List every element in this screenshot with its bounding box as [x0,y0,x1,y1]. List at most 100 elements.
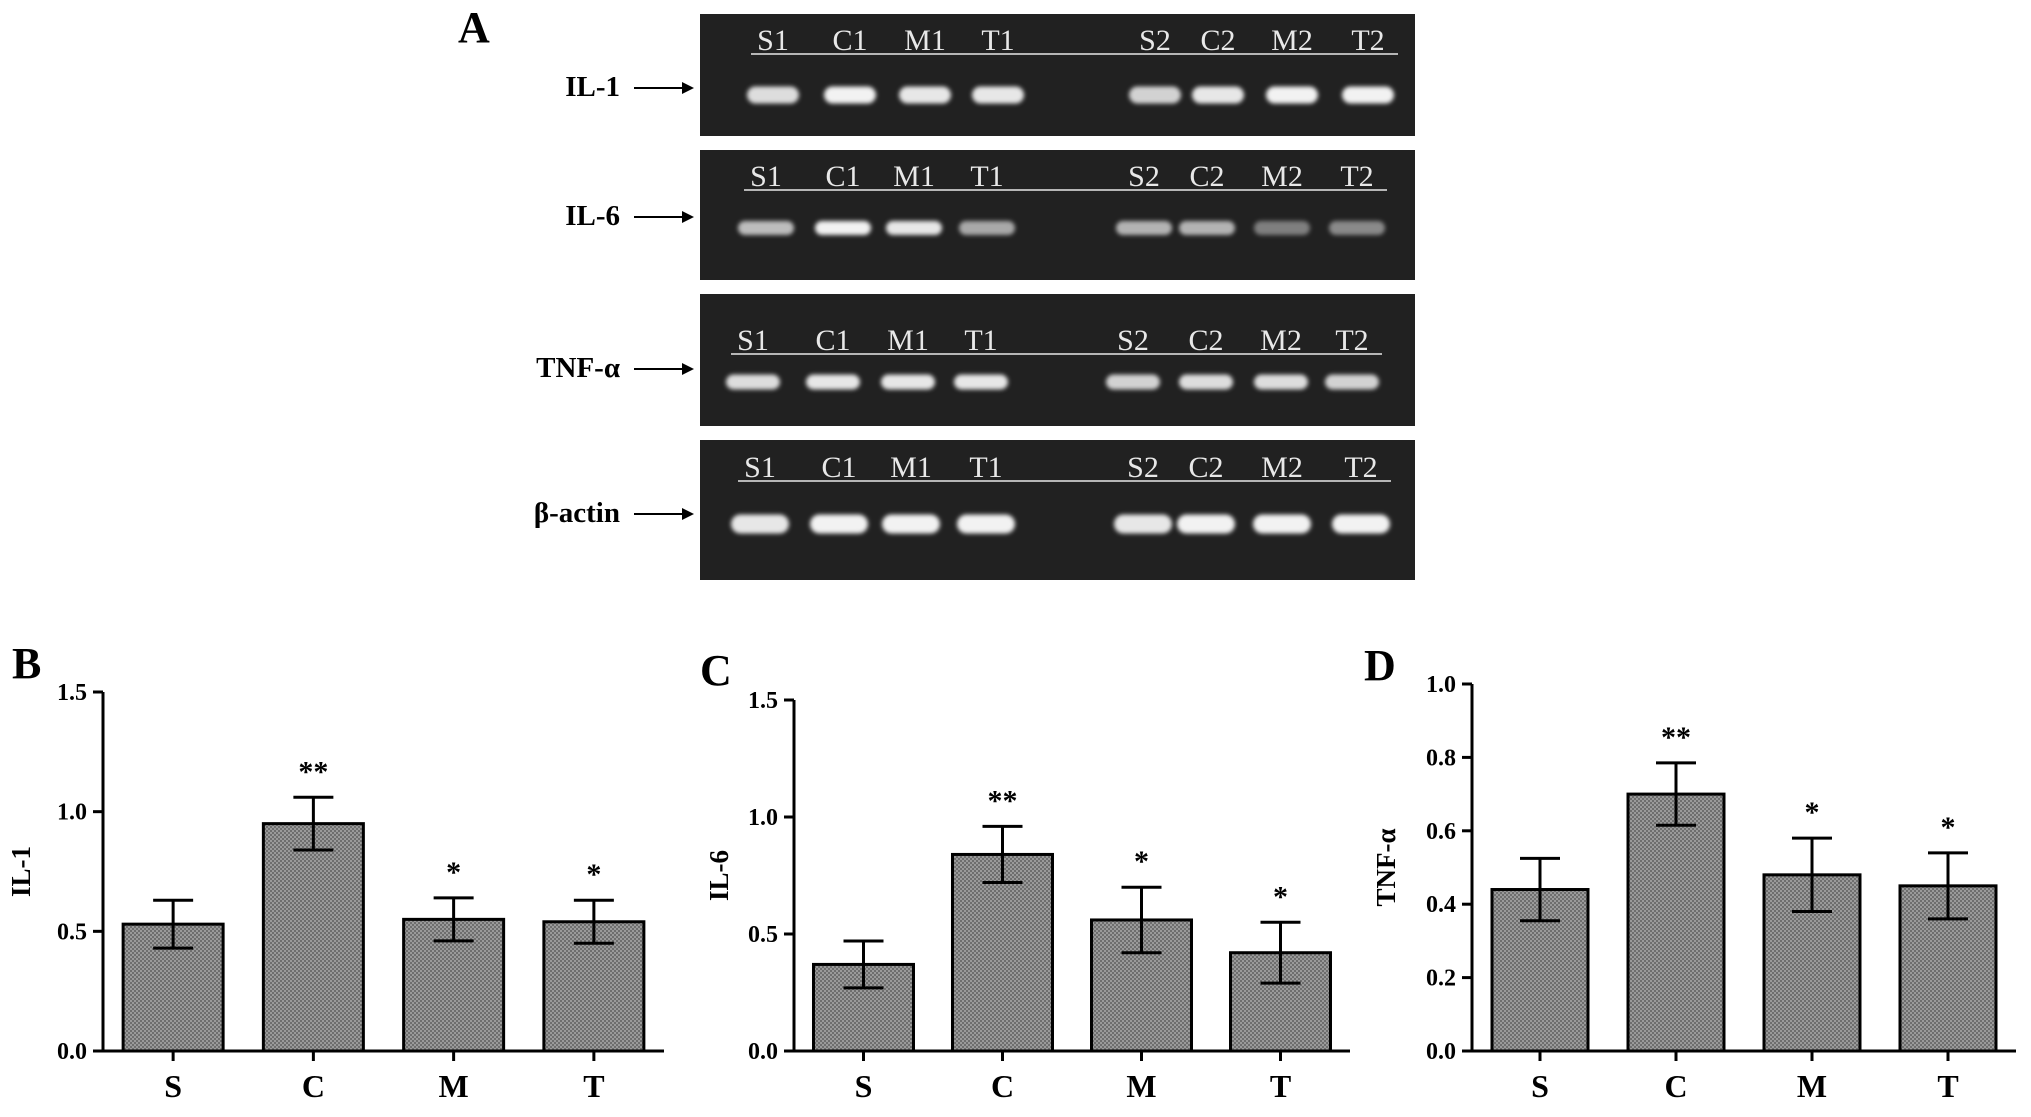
category-label: T [1937,1068,1958,1104]
lane-label: C2 [1189,160,1224,193]
y-tick-label: 1.5 [748,688,778,714]
gel-band [815,221,871,235]
gel-2: TNF-α S1 C1 M1 T1 S2 C2 M2 T2 [536,294,1415,426]
lane-label: M1 [904,24,946,57]
lane-label: T2 [1351,24,1384,57]
gel-band [726,374,780,390]
significance-marker: * [1941,811,1956,844]
y-tick-label: 0.0 [1426,1039,1456,1065]
category-label: T [583,1068,604,1104]
category-label: S [1531,1068,1549,1104]
y-tick-label: 0.0 [748,1039,778,1065]
gel-band [972,86,1024,104]
gel-band [1266,86,1318,104]
y-axis-label: IL-6 [704,850,734,901]
lane-label: C1 [815,324,850,357]
chart-d: D TNF-α 0.0 0.2 0.4 0.6 0.8 1.0 S ** C * M * T [1364,641,2016,1104]
panel-letter-a: A [458,3,490,52]
lane-label: S2 [1128,160,1160,193]
gel-band [1116,221,1172,235]
category-label: S [164,1068,182,1104]
category-label: S [855,1068,873,1104]
y-tick-label: 0.5 [57,919,87,945]
y-tick-label: 0.2 [1426,966,1456,992]
lane-label: S1 [737,324,769,357]
gel-band [824,86,876,104]
gel-band [1342,86,1394,104]
arrow-icon [682,82,694,94]
lane-label: T1 [969,451,1002,484]
gel-haze [700,294,1415,426]
significance-marker: * [446,856,461,889]
lane-label: M2 [1260,324,1302,357]
y-axis-label: TNF-α [1371,828,1401,906]
significance-marker: ** [988,784,1018,817]
lane-label: C2 [1188,324,1223,357]
y-axis-label: IL-1 [6,846,36,897]
category-label: C [1664,1068,1687,1104]
lane-label: S2 [1139,24,1171,57]
gel-band [1192,86,1244,104]
lane-label: M2 [1261,160,1303,193]
significance-marker: * [1273,880,1288,913]
arrow-icon [682,211,694,223]
lane-label: T1 [981,24,1014,57]
panel-letter-d: D [1364,641,1396,690]
panel-letter-b: B [12,639,41,688]
gel-band [731,514,789,534]
lane-label: S2 [1127,451,1159,484]
lane-label: S1 [757,24,789,57]
significance-marker: ** [298,755,328,788]
gel-band [959,221,1015,235]
lane-label: M2 [1271,24,1313,57]
lane-label: C1 [821,451,856,484]
y-tick-label: 0.5 [748,922,778,948]
gel-1: IL-6 S1 C1 M1 T1 S2 C2 M2 T2 [565,150,1415,280]
lane-label: C1 [832,24,867,57]
bar [1626,792,1726,1053]
significance-marker: ** [1661,721,1691,754]
lane-label: T1 [970,160,1003,193]
y-tick-label: 0.0 [57,1039,87,1065]
chart-b: B IL-1 0.0 0.5 1.0 1.5 S ** C * M * T [6,639,664,1104]
gel-band [1325,374,1379,390]
bar [951,852,1054,1053]
gel-label: β-actin [534,497,620,529]
lane-label: T2 [1335,324,1368,357]
gel-band [957,514,1015,534]
gel-band [1329,221,1385,235]
category-label: T [1270,1068,1291,1104]
significance-marker: * [1805,796,1820,829]
significance-marker: * [1134,845,1149,878]
gel-band [1179,374,1233,390]
lane-label: M1 [890,451,932,484]
gel-band [882,514,940,534]
gel-label: TNF-α [536,352,620,384]
bar-charts: BIL-10.00.51.01.5S**C*M*TCIL-60.00.51.01… [6,639,2016,1104]
gel-band [899,86,951,104]
lane-label: T2 [1340,160,1373,193]
lane-label: S1 [750,160,782,193]
gel-0: IL-1 S1 C1 M1 T1 S2 C2 M2 T2 [565,14,1415,136]
gel-band [810,514,868,534]
lane-label: T2 [1344,451,1377,484]
y-tick-label: 0.4 [1426,892,1456,918]
category-label: C [991,1068,1014,1104]
y-tick-label: 1.0 [57,800,87,826]
gel-band [738,221,794,235]
gel-band [886,221,942,235]
gel-panel: IL-1 S1 C1 M1 T1 S2 C2 M2 T2 IL-6 S1 C1 M1 T1 S2 C2 M2 T2… [534,14,1415,580]
gel-band [1179,221,1235,235]
lane-label: M2 [1261,451,1303,484]
y-tick-label: 1.0 [748,805,778,831]
gel-band [1254,374,1308,390]
y-tick-label: 0.8 [1426,745,1456,771]
gel-background [700,14,1415,136]
gel-background [700,294,1415,426]
gel-band [747,86,799,104]
lane-label: M1 [887,324,929,357]
gel-band [1177,514,1235,534]
arrow-icon [682,508,694,520]
gel-3: β-actin S1 C1 M1 T1 S2 C2 M2 T2 [534,440,1415,580]
